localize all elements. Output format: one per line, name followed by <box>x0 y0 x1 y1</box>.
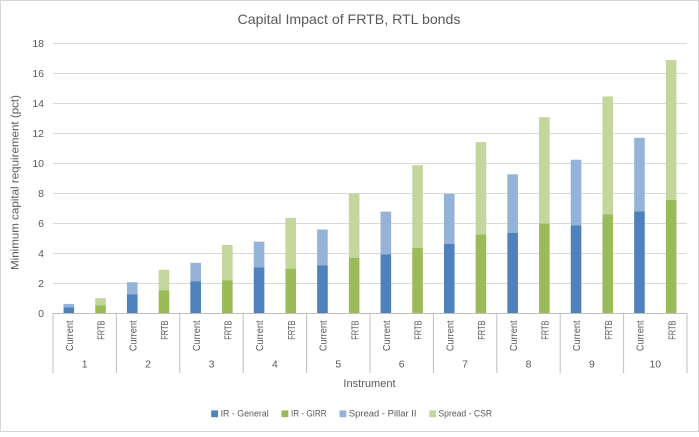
svg-text:18: 18 <box>32 38 44 50</box>
svg-text:FRTB: FRTB <box>223 320 234 339</box>
svg-text:16: 16 <box>32 68 44 80</box>
svg-text:10: 10 <box>649 359 661 371</box>
svg-text:9: 9 <box>589 359 595 371</box>
svg-text:FRTB: FRTB <box>97 320 108 339</box>
svg-text:FRTB: FRTB <box>667 320 678 339</box>
svg-text:6: 6 <box>399 359 405 371</box>
svg-text:Instrument: Instrument <box>343 378 395 390</box>
svg-text:Current: Current <box>445 320 456 351</box>
svg-text:FRTB: FRTB <box>477 320 488 339</box>
svg-text:Current: Current <box>636 320 647 351</box>
svg-text:10: 10 <box>32 158 44 170</box>
svg-text:8: 8 <box>38 188 44 200</box>
svg-text:5: 5 <box>335 359 341 371</box>
svg-text:4: 4 <box>272 359 278 371</box>
svg-text:FRTB: FRTB <box>604 320 615 339</box>
svg-text:Current: Current <box>382 320 393 351</box>
svg-text:Current: Current <box>509 320 520 351</box>
svg-text:Spread - CSR: Spread - CSR <box>438 409 492 419</box>
svg-text:2: 2 <box>38 278 44 290</box>
svg-text:Current: Current <box>319 320 330 351</box>
svg-text:12: 12 <box>32 128 44 140</box>
svg-text:0: 0 <box>38 308 44 320</box>
svg-text:Current: Current <box>65 320 76 351</box>
svg-text:Current: Current <box>572 320 583 351</box>
svg-text:Current: Current <box>192 320 203 351</box>
svg-text:FRTB: FRTB <box>287 320 298 339</box>
svg-text:IR - General: IR - General <box>221 409 269 419</box>
svg-text:14: 14 <box>32 98 44 110</box>
svg-text:2: 2 <box>145 359 151 371</box>
svg-text:Capital Impact of FRTB, RTL bo: Capital Impact of FRTB, RTL bonds <box>238 11 461 27</box>
svg-text:Minimum capital requirement (p: Minimum capital requirement (pct) <box>10 95 22 270</box>
svg-text:FRTB: FRTB <box>414 320 425 339</box>
svg-text:3: 3 <box>209 359 215 371</box>
svg-text:FRTB: FRTB <box>160 320 171 339</box>
svg-text:Current: Current <box>255 320 266 351</box>
svg-text:FRTB: FRTB <box>350 320 361 339</box>
svg-text:IR - GIRR: IR - GIRR <box>291 409 327 419</box>
svg-text:FRTB: FRTB <box>540 320 551 339</box>
svg-text:Spread - Pillar II: Spread - Pillar II <box>349 409 417 419</box>
svg-text:6: 6 <box>38 218 44 230</box>
svg-text:Current: Current <box>128 320 139 351</box>
svg-text:7: 7 <box>462 359 468 371</box>
svg-text:4: 4 <box>38 248 44 260</box>
svg-text:1: 1 <box>82 359 88 371</box>
svg-text:8: 8 <box>526 359 532 371</box>
